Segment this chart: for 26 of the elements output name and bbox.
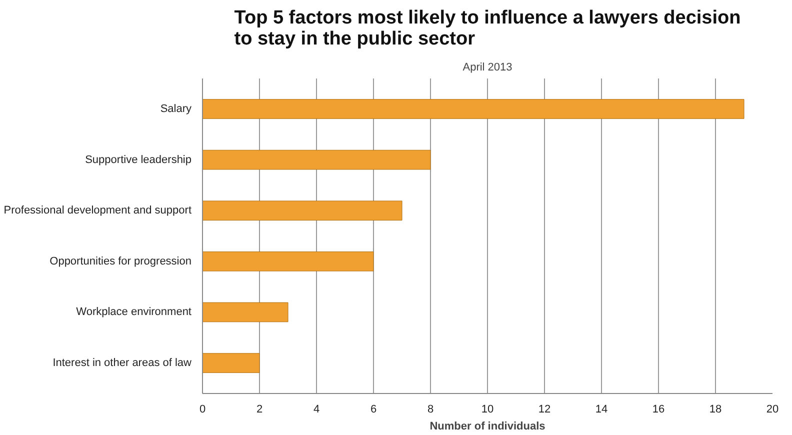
- x-tick-label: 18: [709, 404, 722, 416]
- bar: [202, 353, 260, 373]
- y-tick-label: Workplace environment: [76, 306, 192, 318]
- x-tick-label: 16: [652, 404, 665, 416]
- x-tick-label: 14: [595, 404, 608, 416]
- bar: [202, 252, 374, 272]
- x-tick-label: 10: [481, 404, 494, 416]
- chart-title: Top 5 factors most likely to influence a lawyers decision to stay in the public sector: [234, 8, 741, 50]
- x-axis-title: Number of individuals: [430, 420, 546, 432]
- y-tick-label: Opportunities for progression: [50, 255, 192, 268]
- x-tick-label: 6: [370, 404, 377, 416]
- chart-subtitle: April 2013: [462, 62, 512, 74]
- bar: [202, 200, 402, 220]
- y-tick-label: Supportive leadership: [85, 154, 192, 166]
- x-tick-label: 0: [199, 404, 206, 416]
- bar: [202, 150, 431, 170]
- bar: [202, 99, 744, 119]
- x-tick-label: 20: [766, 404, 779, 416]
- y-tick-label: Salary: [160, 102, 192, 115]
- x-tick-label: 2: [256, 404, 263, 416]
- bar: [202, 302, 288, 322]
- y-tick-label: Professional development and support: [4, 204, 192, 217]
- x-tick-label: 4: [313, 404, 320, 416]
- y-tick-label: Interest in other areas of law: [52, 357, 192, 370]
- x-tick-label: 8: [427, 404, 434, 416]
- x-tick-label: 12: [538, 404, 551, 416]
